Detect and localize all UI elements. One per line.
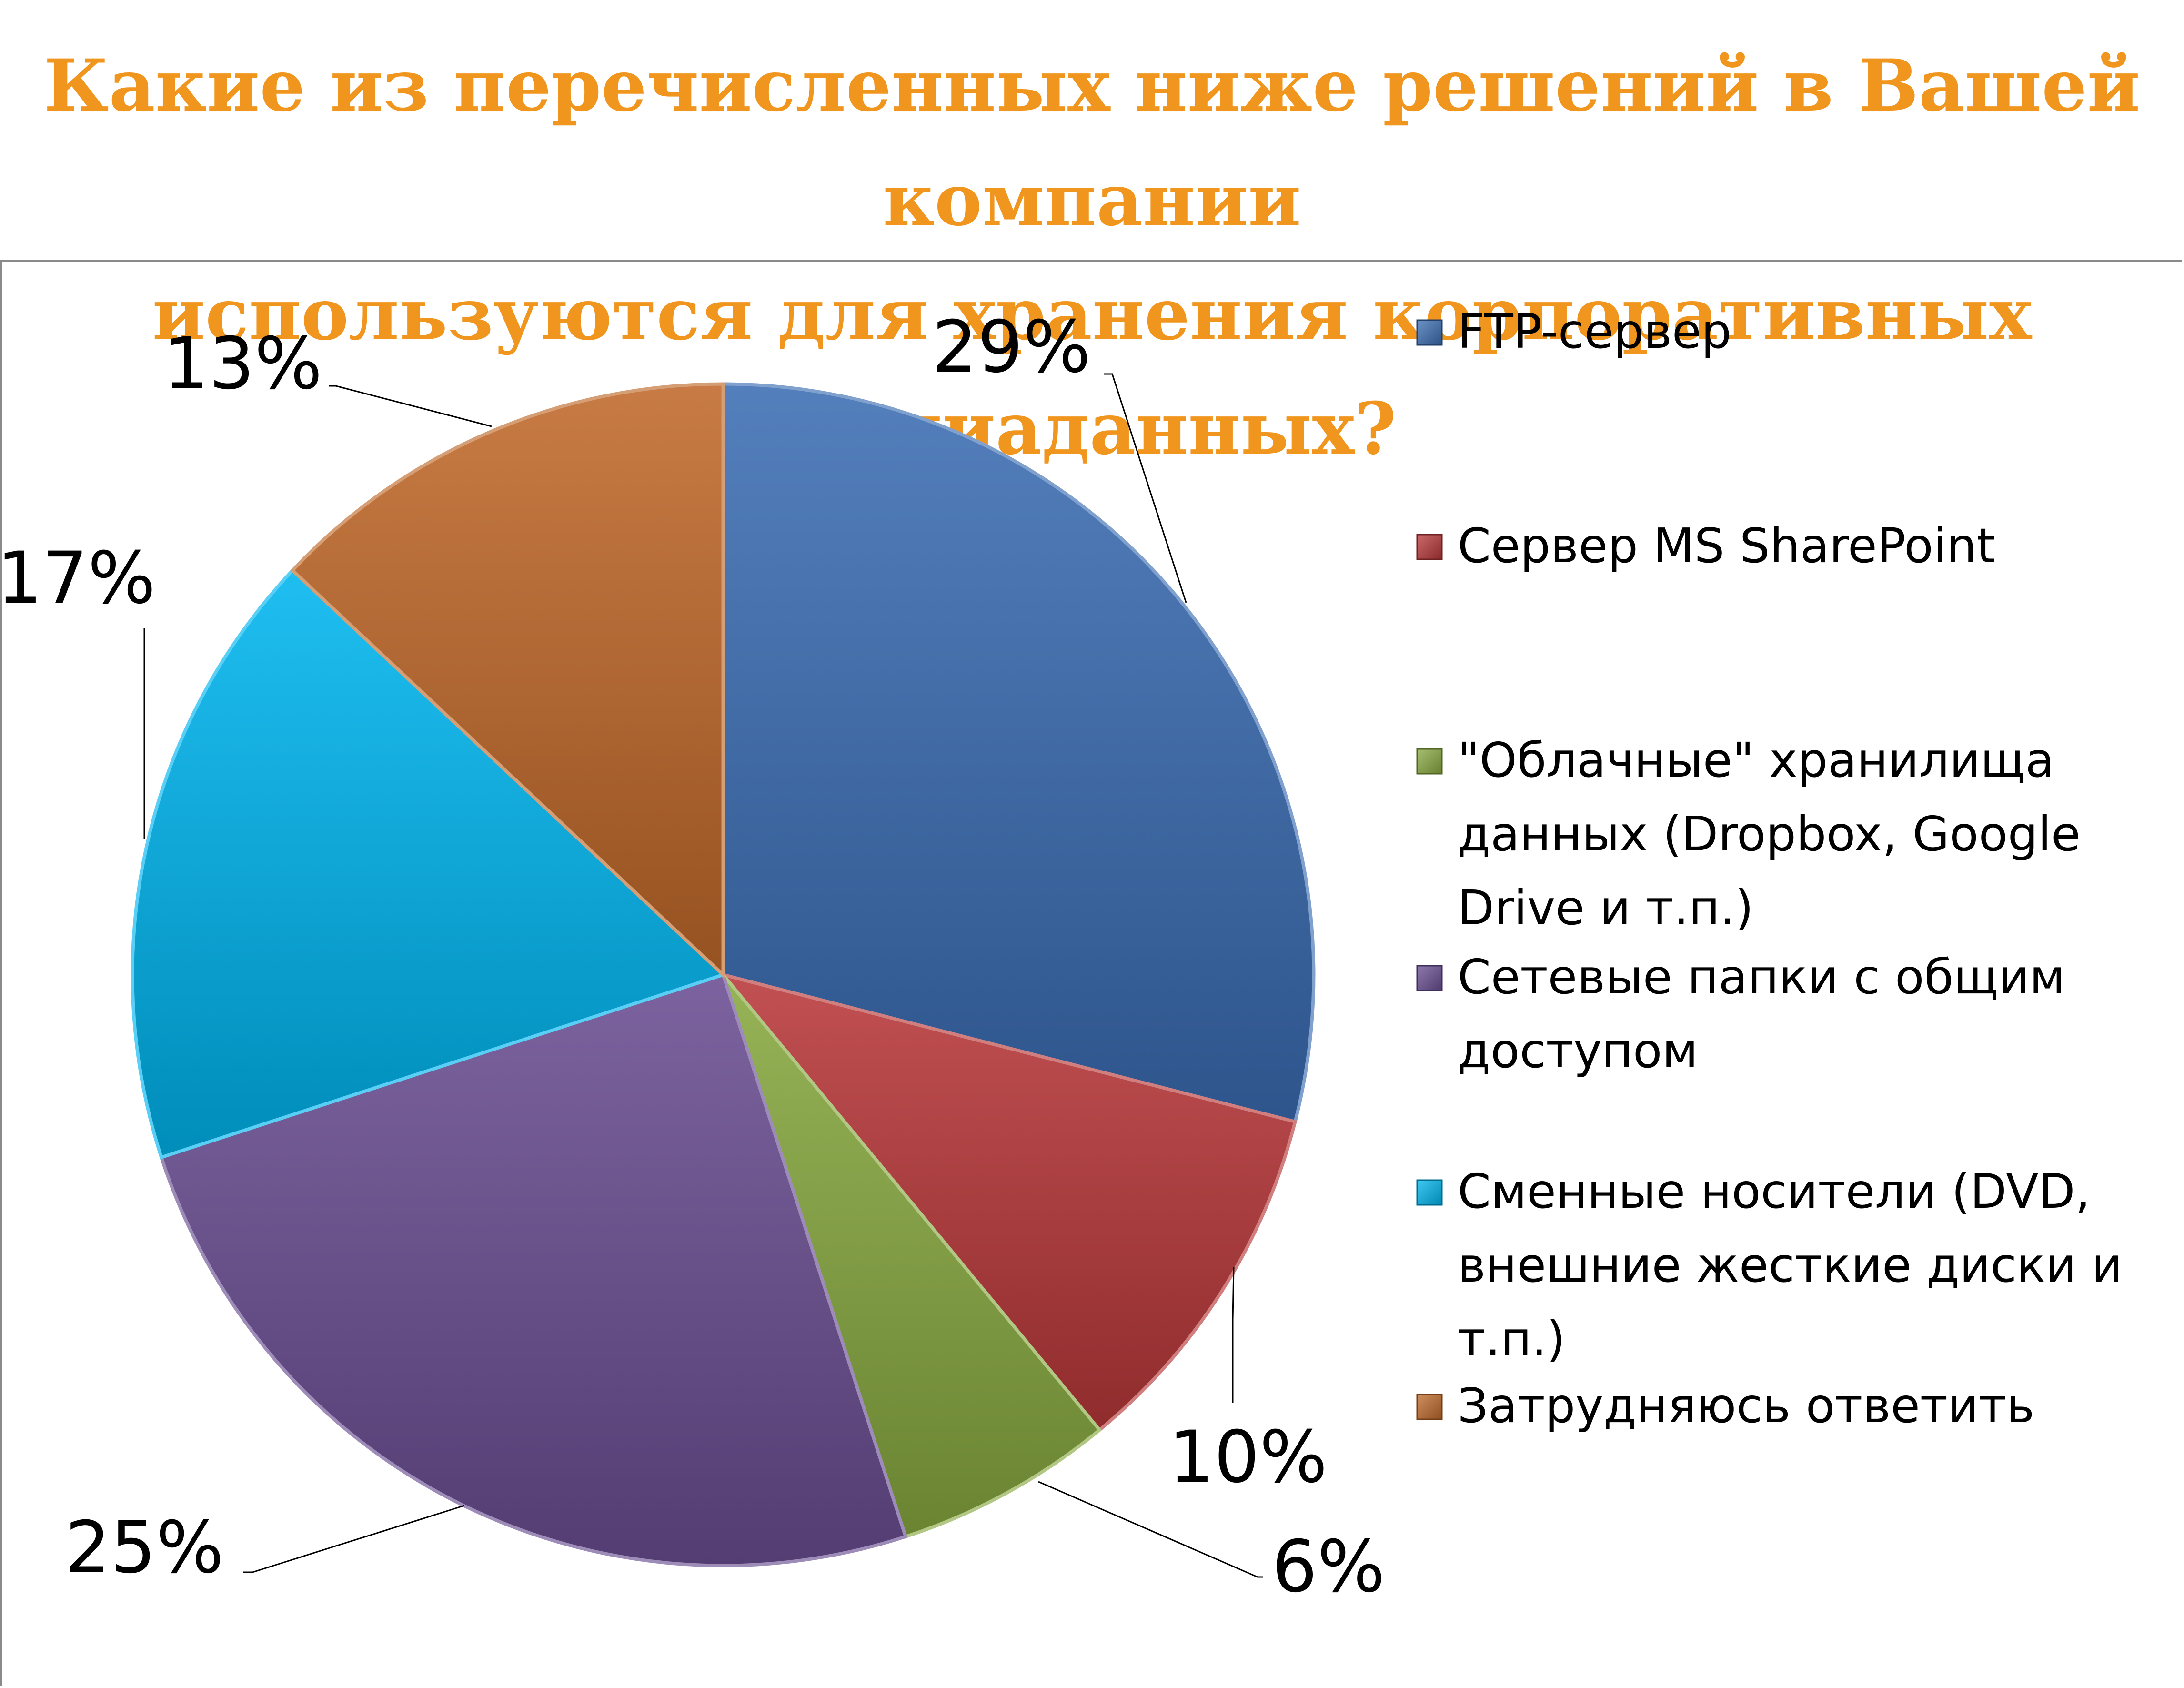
legend-swatch <box>1416 534 1443 560</box>
pie-slice <box>718 971 1298 1433</box>
legend-item: FTP-сервер <box>1416 303 1731 359</box>
legend-item: Сервер MS SharePoint <box>1416 518 1995 574</box>
legend: FTP-сервер Сервер MS SharePoint "Облачные"… <box>1416 303 2123 1434</box>
legend-label-line: т.п.) <box>1458 1311 1565 1367</box>
legend-label-line: данных (Dropbox, Google <box>1458 806 2081 862</box>
legend-item: Затрудняюсь ответить <box>1416 1378 2034 1434</box>
legend-label-line: доступом <box>1458 1023 1698 1079</box>
legend-label-line: Затрудняюсь ответить <box>1458 1378 2034 1434</box>
leader-line <box>243 1505 465 1573</box>
slice-percent-label: 10% <box>1168 1416 1327 1499</box>
pie-slice <box>721 382 1316 1124</box>
legend-swatch <box>1416 1179 1443 1206</box>
legend-swatch <box>1416 1394 1443 1420</box>
slice-percent-label: 29% <box>932 306 1091 389</box>
leader-line <box>1104 373 1187 603</box>
legend-item: Сменные носители (DVD, внешние жесткие ди… <box>1416 1163 2123 1367</box>
legend-label-line: внешние жесткие диски и <box>1458 1237 2123 1293</box>
slice-percent-label: 13% <box>163 323 322 405</box>
pie-slice <box>159 972 908 1567</box>
pie-slice <box>131 568 726 1160</box>
slice-percent-label: 6% <box>1272 1526 1385 1608</box>
slice-percent-label: 25% <box>65 1506 224 1589</box>
leader-lines <box>143 373 1263 1578</box>
leader-line <box>1232 1267 1235 1403</box>
legend-label-line: Сетевые папки с общим <box>1458 949 2065 1005</box>
legend-label-line: Drive и т.п.) <box>1458 880 1753 936</box>
slice-labels: 29% 10% 6% 25% 17% 13% <box>0 306 1385 1608</box>
chart-title: Какие из перечисленных ниже решений в Ва… <box>0 29 2184 486</box>
legend-item: "Облачные" хранилища данных (Dropbox, Goo… <box>1416 732 2081 936</box>
legend-swatch <box>1416 965 1443 991</box>
leader-line <box>329 385 492 427</box>
legend-item: Сетевые папки с общим доступом <box>1416 949 2065 1079</box>
slice-percent-label: 17% <box>0 537 156 620</box>
pie-slice <box>721 973 1102 1539</box>
legend-swatch <box>1416 748 1443 775</box>
chart-title-line-1: Какие из перечисленных ниже решений в Ва… <box>44 44 2140 242</box>
legend-label-line: Сервер MS SharePoint <box>1458 518 1995 574</box>
legend-label-line: FTP-сервер <box>1458 303 1731 359</box>
legend-label-line: "Облачные" хранилища <box>1458 732 2054 788</box>
pie-slices <box>131 382 1316 1567</box>
legend-swatch <box>1416 319 1443 346</box>
legend-label-line: Сменные носители (DVD, <box>1458 1163 2090 1219</box>
chart-frame <box>0 260 2182 1686</box>
pie-slice <box>290 382 725 979</box>
leader-line <box>1038 1481 1263 1578</box>
